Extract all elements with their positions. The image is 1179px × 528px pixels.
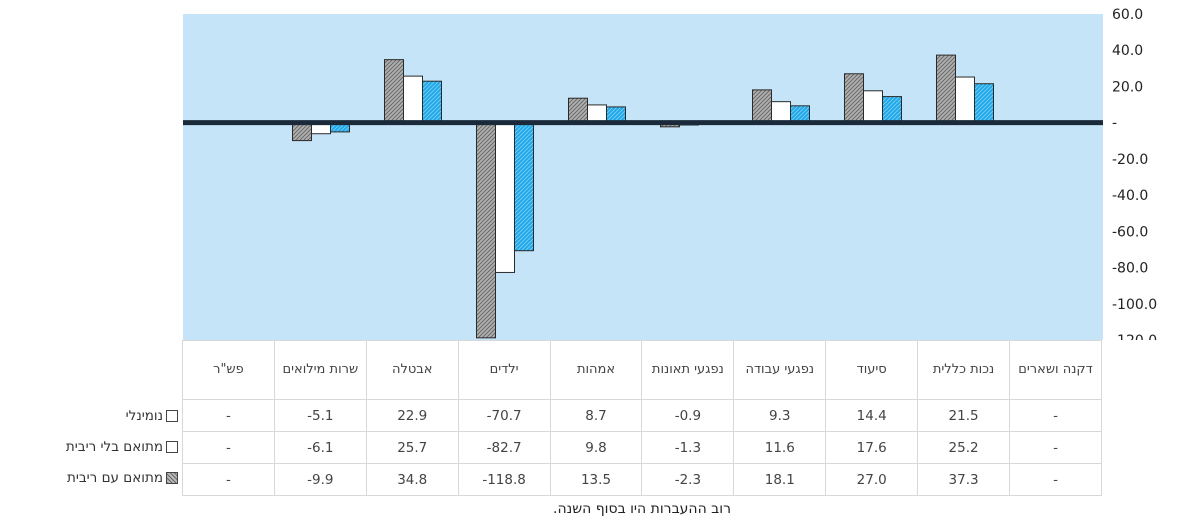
- bar: [384, 59, 404, 124]
- table-header-cell: אמהות: [549, 340, 643, 400]
- table-cell: 34.8: [365, 463, 459, 496]
- bars: [292, 54, 994, 339]
- bar: [790, 105, 810, 124]
- y-tick-label: -80.0: [1112, 261, 1148, 277]
- bar: [568, 97, 588, 124]
- category-label: סיעוד: [856, 362, 887, 377]
- bar: [403, 75, 423, 124]
- table-cell: -70.7: [457, 399, 551, 432]
- y-tick-label: -100.0: [1112, 297, 1157, 313]
- table-header-cell: דקנה ושארים: [1009, 340, 1102, 400]
- y-tick-label: 60.0: [1112, 7, 1143, 23]
- table-cell: -6.1: [273, 431, 367, 464]
- table-cell: 27.0: [825, 463, 919, 496]
- table-cell: 9.8: [549, 431, 643, 464]
- table-header-cell: נכות כללית: [917, 340, 1011, 400]
- table-header-row: פש"ר שרות מילואים אבטלה ילדים אמהות נפגעי תאו…: [182, 340, 1102, 400]
- bar: [771, 101, 791, 124]
- category-label: נפגעי תאונות: [651, 362, 724, 377]
- table-header-cell: סיעוד: [825, 340, 919, 400]
- bar: [495, 122, 515, 273]
- plot-area: [183, 14, 1103, 340]
- table-cell: 11.6: [733, 431, 827, 464]
- table-cell: 14.4: [825, 399, 919, 432]
- legend-swatch-icon: [166, 472, 178, 484]
- y-tick-label: -20.0: [1112, 152, 1148, 168]
- table-row: - -5.1 22.9 -70.7 8.7 -0.9 9.3 14.4 21.5-: [182, 399, 1102, 432]
- legend-label: מתואם בלי ריבית: [65, 439, 163, 455]
- table-cell: -5.1: [273, 399, 367, 432]
- table-cell: 13.5: [549, 463, 643, 496]
- table-cell: -0.9: [641, 399, 735, 432]
- bar: [955, 76, 975, 124]
- bar: [422, 80, 442, 124]
- category-label: שרות מילואים: [282, 362, 359, 377]
- category-label: פש"ר: [213, 362, 244, 377]
- table-cell: 37.3: [917, 463, 1011, 496]
- table-cell: -: [182, 431, 275, 464]
- table-cell: -: [182, 399, 275, 432]
- bar: [292, 122, 312, 142]
- table-cell: -2.3: [641, 463, 735, 496]
- bar: [476, 122, 496, 339]
- bar: [587, 104, 607, 124]
- table-header-cell: ילדים: [457, 340, 551, 400]
- bar: [936, 54, 956, 124]
- table-row: - -9.9 34.8 -118.8 13.5 -2.3 18.1 27.0 37.3-: [182, 463, 1102, 496]
- bar: [974, 83, 994, 124]
- table-cell: 18.1: [733, 463, 827, 496]
- table-cell: -118.8: [457, 463, 551, 496]
- y-tick-label: -: [1112, 116, 1117, 132]
- table-header-cell: פש"ר: [182, 340, 275, 400]
- category-label: דקנה ושארים: [1018, 362, 1093, 377]
- bar: [863, 90, 883, 124]
- legend-swatch-icon: [166, 441, 178, 453]
- legend-swatch-icon: [166, 410, 178, 422]
- table-header-cell: אבטלה: [365, 340, 459, 400]
- legend-item: מתואם בלי ריבית: [0, 432, 180, 463]
- table-cell: -1.3: [641, 431, 735, 464]
- table-cell: -9.9: [273, 463, 367, 496]
- table-header-cell: שרות מילואים: [273, 340, 367, 400]
- table-cell: 21.5: [917, 399, 1011, 432]
- table-cell: 17.6: [825, 431, 919, 464]
- table-cell: 22.9: [365, 399, 459, 432]
- y-tick-label: -120.0: [1112, 333, 1157, 340]
- y-tick-label: -60.0: [1112, 224, 1148, 240]
- bar: [514, 122, 534, 252]
- table-cell: 25.2: [917, 431, 1011, 464]
- y-tick-label: 20.0: [1112, 79, 1143, 95]
- category-label: ילדים: [489, 362, 519, 377]
- table-cell: 25.7: [365, 431, 459, 464]
- category-label: נפגעי עבודה: [745, 362, 815, 377]
- y-tick-label: -40.0: [1112, 188, 1148, 204]
- table-cell: -: [1009, 463, 1102, 496]
- table-cell: -: [182, 463, 275, 496]
- table-header-cell: נפגעי תאונות: [641, 340, 735, 400]
- y-axis: 60.0 40.0 20.0 - -20.0 -40.0 -60.0 -80.0 -100.0 -…: [1112, 7, 1157, 340]
- footnote: רוב ההעברות היו בסוף השנה.: [553, 501, 731, 517]
- category-label: אבטלה: [391, 362, 433, 377]
- bar: [752, 89, 772, 124]
- legend-item: נומינלי: [0, 401, 180, 432]
- table-cell: -: [1009, 431, 1102, 464]
- table-cell: -82.7: [457, 431, 551, 464]
- table-cell: -: [1009, 399, 1102, 432]
- data-table: פש"ר שרות מילואים אבטלה ילדים אמהות נפגעי תאו…: [182, 340, 1102, 496]
- legend-label: נומינלי: [125, 408, 163, 424]
- table-row: - -6.1 25.7 -82.7 9.8 -1.3 11.6 17.6 25.2-: [182, 431, 1102, 464]
- legend-item: מתואם עם ריבית: [0, 463, 180, 494]
- legend-label: מתואם עם ריבית: [66, 470, 163, 486]
- table-header-cell: נפגעי עבודה: [733, 340, 827, 400]
- table-cell: 9.3: [733, 399, 827, 432]
- category-label: נכות כללית: [932, 362, 995, 377]
- bar: [882, 96, 902, 124]
- table-cell: 8.7: [549, 399, 643, 432]
- y-tick-label: 40.0: [1112, 43, 1143, 59]
- category-label: אמהות: [576, 362, 616, 377]
- chart: 60.0 40.0 20.0 - -20.0 -40.0 -60.0 -80.0 -100.0 -…: [183, 7, 1157, 340]
- bar: [844, 73, 864, 124]
